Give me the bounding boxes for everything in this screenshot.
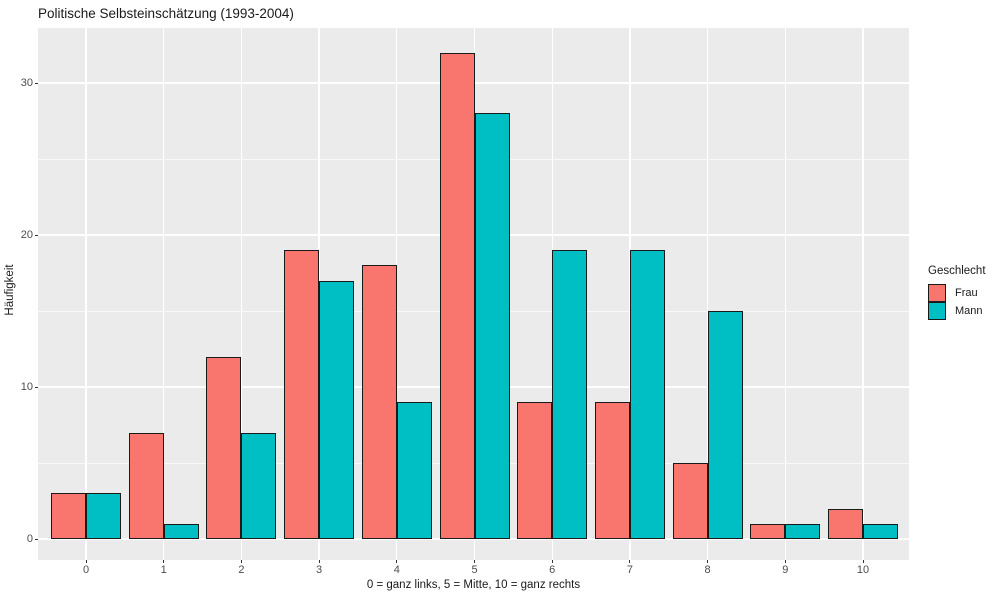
- chart-title: Politische Selbsteinschätzung (1993-2004…: [38, 6, 294, 21]
- x-tick-label-7: 7: [626, 564, 633, 576]
- bar-mann-9: [785, 523, 821, 539]
- legend-item-frau: Frau: [928, 284, 986, 302]
- y-tick-30: [35, 82, 38, 84]
- bar-frau-4: [361, 265, 397, 539]
- gridline-x-10: [862, 28, 864, 560]
- x-tick-label-6: 6: [549, 564, 556, 576]
- legend-key-mann: [928, 302, 946, 320]
- x-tick-label-4: 4: [393, 564, 400, 576]
- legend-label-mann: Mann: [955, 305, 983, 317]
- x-tick-label-5: 5: [471, 564, 478, 576]
- legend-title: Geschlecht: [928, 265, 986, 277]
- gridline-x-8: [706, 28, 709, 560]
- bar-frau-9: [750, 523, 786, 539]
- gridline-x-9: [784, 28, 786, 560]
- x-tick-5: [474, 560, 475, 563]
- x-tick-1: [163, 560, 165, 563]
- gridline-x-2: [240, 28, 243, 560]
- x-tick-9: [784, 560, 786, 563]
- bar-mann-10: [863, 523, 898, 539]
- gridline-x-7: [629, 28, 631, 560]
- x-tick-label-8: 8: [704, 564, 711, 576]
- bar-frau-10: [828, 508, 863, 539]
- bar-frau-3: [284, 250, 320, 539]
- y-tick-label-30: 30: [20, 76, 33, 89]
- bar-frau-8: [672, 463, 708, 539]
- bar-frau-2: [206, 356, 242, 539]
- x-tick-label-1: 1: [160, 564, 167, 576]
- bar-mann-6: [552, 250, 588, 539]
- x-axis-title: 0 = ganz links, 5 = Mitte, 10 = ganz rec…: [366, 579, 581, 591]
- y-axis-title: Häufigkeit: [4, 264, 16, 316]
- gridline-y-0: [38, 538, 909, 540]
- y-tick-label-0: 0: [26, 532, 33, 545]
- x-tick-3: [318, 560, 320, 563]
- bar-mann-7: [629, 250, 665, 539]
- x-tick-4: [396, 560, 398, 563]
- x-tick-0: [85, 560, 87, 563]
- x-tick-label-0: 0: [82, 564, 90, 576]
- x-tick-2: [240, 560, 242, 563]
- x-tick-6: [551, 560, 553, 563]
- bar-frau-5: [439, 52, 475, 539]
- bar-mann-8: [707, 311, 743, 539]
- legend-key-frau: [928, 284, 946, 302]
- x-tick-8: [707, 560, 709, 563]
- y-tick-10: [35, 386, 38, 388]
- x-tick-10: [862, 560, 864, 563]
- bar-mann-0: [86, 493, 121, 539]
- bar-mann-1: [163, 523, 199, 539]
- legend-label-frau: Frau: [955, 287, 978, 299]
- y-tick-0: [35, 538, 38, 540]
- y-tick-20: [35, 234, 38, 236]
- y-tick-label-20: 20: [20, 228, 33, 241]
- legend-items: Frau Mann: [928, 284, 986, 320]
- bar-frau-6: [517, 402, 553, 539]
- legend-item-mann: Mann: [928, 302, 986, 320]
- bar-mann-2: [241, 432, 277, 539]
- gridline-x-0: [85, 28, 87, 560]
- x-tick-7: [629, 560, 631, 563]
- y-tick-label-10: 10: [20, 380, 33, 393]
- x-tick-label-2: 2: [238, 564, 245, 576]
- bar-mann-3: [319, 280, 355, 539]
- x-tick-label-10: 10: [856, 564, 870, 576]
- bar-mann-4: [396, 402, 432, 539]
- bar-mann-5: [474, 113, 510, 539]
- gridline-x-1: [163, 28, 165, 560]
- x-tick-label-9: 9: [782, 564, 789, 576]
- legend: Geschlecht Frau Mann: [928, 265, 986, 320]
- bar-frau-1: [128, 432, 164, 539]
- x-tick-label-3: 3: [316, 564, 323, 576]
- bar-frau-0: [51, 493, 86, 539]
- bar-frau-7: [594, 402, 630, 539]
